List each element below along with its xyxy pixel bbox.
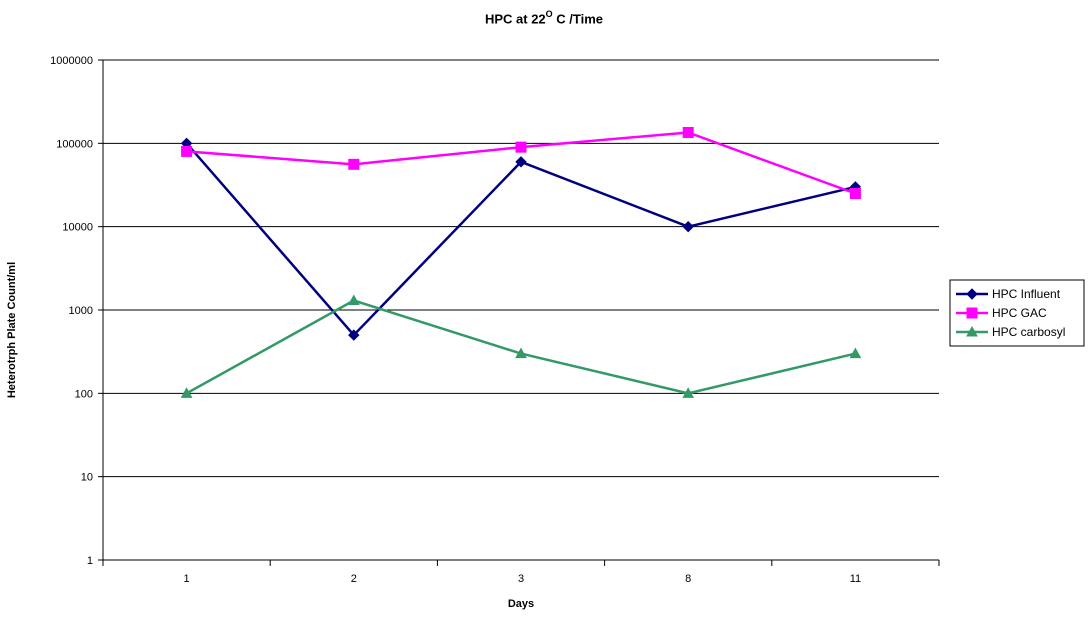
data-point bbox=[180, 387, 193, 398]
y-tick-label: 1 bbox=[87, 555, 93, 567]
legend-swatch-marker bbox=[966, 307, 978, 319]
data-point bbox=[348, 329, 360, 341]
series-group bbox=[180, 126, 862, 398]
x-tick-label: 8 bbox=[685, 573, 691, 585]
tick-labels: 1 10 100 1000 10000 100000 1000000 1 2 3 8 11 bbox=[50, 55, 861, 585]
y-tick-label: 10 bbox=[81, 472, 93, 484]
legend-label: HPC GAC bbox=[992, 306, 1047, 320]
data-point bbox=[849, 188, 861, 200]
chart-title-prefix: HPC at 22 bbox=[484, 11, 546, 27]
chart-title-suffix: C /Time bbox=[552, 11, 604, 27]
series-line bbox=[185, 142, 856, 337]
y-tick-label: 1000000 bbox=[50, 55, 93, 67]
legend-label: HPC carbosyl bbox=[992, 325, 1065, 339]
data-point bbox=[849, 347, 862, 359]
series-3 bbox=[180, 294, 862, 398]
data-point bbox=[515, 141, 527, 153]
data-point bbox=[347, 294, 360, 306]
x-tick-label: 11 bbox=[850, 573, 861, 585]
y-tick-label: 100 bbox=[75, 388, 93, 400]
gridlines bbox=[103, 59, 939, 478]
legend-item: HPC Influent bbox=[956, 287, 1061, 301]
legend: HPC Influent HPC GAC HPC carbosyl bbox=[949, 279, 1085, 347]
chart-title-superscript: O bbox=[545, 9, 553, 19]
axes bbox=[98, 59, 940, 566]
y-tick-label: 10000 bbox=[62, 222, 93, 234]
data-point bbox=[348, 158, 360, 170]
x-tick-label: 2 bbox=[351, 573, 357, 585]
y-tick-label: 100000 bbox=[56, 138, 93, 150]
x-axis-label: Days bbox=[507, 598, 535, 610]
data-point bbox=[682, 387, 695, 398]
data-point bbox=[181, 145, 193, 157]
series-line bbox=[185, 299, 856, 395]
legend-label: HPC Influent bbox=[992, 287, 1061, 301]
x-tick-label: 1 bbox=[184, 573, 190, 585]
data-point bbox=[515, 347, 527, 359]
series-1 bbox=[180, 137, 862, 341]
data-point bbox=[682, 126, 694, 138]
legend-item: HPC GAC bbox=[956, 306, 1047, 320]
series-2 bbox=[181, 126, 861, 200]
legend-swatch-marker bbox=[966, 288, 978, 300]
data-point bbox=[682, 220, 694, 233]
legend-item: HPC carbosyl bbox=[956, 325, 1065, 339]
y-tick-label: 1000 bbox=[69, 305, 93, 317]
data-point bbox=[515, 156, 527, 168]
x-tick-label: 3 bbox=[518, 573, 524, 585]
chart-title: HPC at 22O C /Time bbox=[0, 9, 1088, 27]
legend-swatch-marker bbox=[966, 325, 978, 337]
